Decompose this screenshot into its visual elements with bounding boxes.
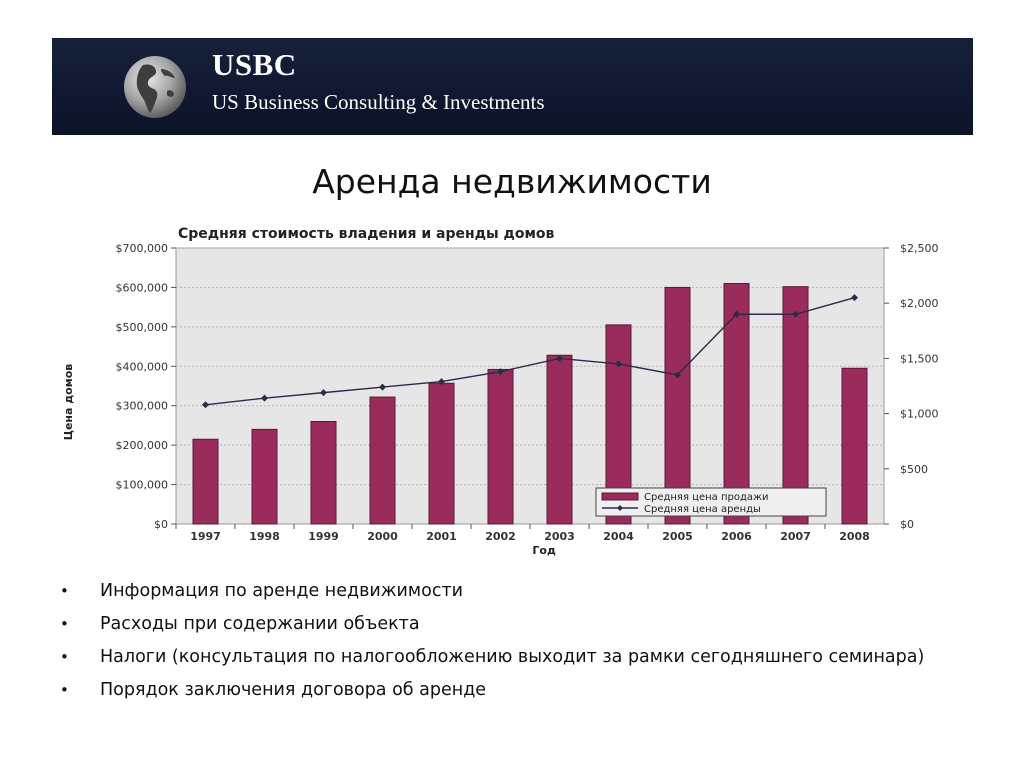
bullet-item: • Налоги (консультация по налогообложению… — [56, 644, 924, 677]
price-bar — [782, 286, 809, 525]
x-axis-label: Год — [532, 544, 556, 557]
left-tick-label: $500,000 — [116, 321, 169, 334]
price-bar — [251, 428, 278, 525]
rent-point — [733, 310, 740, 318]
price-bar — [192, 438, 219, 525]
bullet-text: Налоги (консультация по налогообложению … — [100, 647, 925, 667]
price-bar — [487, 368, 514, 525]
right-tick-label: $500 — [900, 463, 928, 476]
price-bar — [310, 420, 337, 525]
bullet-text: Информация по аренде недвижимости — [100, 581, 464, 601]
rent-point — [615, 360, 622, 368]
x-tick-label: 2005 — [662, 530, 693, 543]
bullet-list: • Информация по аренде недвижимости • Расхо… — [56, 578, 924, 710]
price-bar — [546, 354, 573, 525]
y-axis-label: Цена домов — [62, 364, 75, 441]
bullet-text: Расходы при содержании объекта — [100, 614, 420, 634]
x-tick-label: 2006 — [721, 530, 752, 543]
chart-title: Средняя стоимость владения и аренды домо… — [178, 226, 555, 242]
globe-icon — [124, 56, 186, 118]
legend-swatch-bar — [601, 492, 639, 501]
x-tick-label: 1999 — [308, 530, 339, 543]
x-tick-label: 2007 — [780, 530, 811, 543]
legend-swatch-marker — [617, 505, 623, 511]
slide-title: Аренда недвижимости — [312, 162, 712, 201]
left-tick-label: $300,000 — [116, 400, 169, 413]
right-tick-label: $2,000 — [900, 297, 939, 310]
left-tick-label: $100,000 — [116, 479, 169, 492]
legend-label-rent: Средняя цена аренды — [644, 504, 761, 515]
x-tick-label: 2000 — [367, 530, 398, 543]
price-bar — [841, 367, 868, 525]
brand-subtitle: US Business Consulting & Investments — [212, 90, 545, 114]
bullet-item: • Порядок заключения договора об аренде — [56, 677, 924, 710]
rent-point — [261, 394, 268, 402]
price-bar — [428, 382, 455, 525]
price-bar — [664, 286, 691, 525]
x-tick-label: 2002 — [485, 530, 516, 543]
legend-label-price: Средняя цена продажи — [644, 492, 769, 503]
bullet-dot: • — [60, 681, 69, 699]
rent-vs-price-chart: Средняя стоимость владения и аренды домо… — [62, 226, 939, 557]
rent-point — [320, 389, 327, 397]
rent-point — [379, 383, 386, 391]
left-tick-label: $200,000 — [116, 439, 169, 452]
rent-point — [792, 310, 799, 318]
right-tick-label: $0 — [900, 518, 914, 531]
left-tick-label: $700,000 — [116, 242, 169, 255]
rent-point — [202, 401, 209, 409]
bullet-dot: • — [60, 582, 69, 600]
rent-point — [497, 368, 504, 376]
price-bar — [369, 396, 396, 525]
rent-point — [438, 378, 445, 386]
plot-area — [175, 247, 885, 525]
rent-point — [674, 371, 681, 379]
bullet-text: Порядок заключения договора об аренде — [100, 680, 487, 700]
left-tick-label: $0 — [154, 518, 168, 531]
x-tick-label: 2003 — [544, 530, 575, 543]
left-tick-label: $600,000 — [116, 281, 169, 294]
rent-point — [556, 354, 563, 362]
rent-line — [205, 297, 855, 406]
header-banner: USBC US Business Consulting & Investment… — [52, 38, 973, 135]
x-tick-label: 2001 — [426, 530, 457, 543]
bullet-dot: • — [60, 648, 69, 666]
right-tick-label: $2,500 — [900, 242, 939, 255]
brand-name: USBC — [212, 47, 297, 82]
x-tick-label: 1998 — [249, 530, 280, 543]
x-tick-label: 1997 — [190, 530, 221, 543]
bullet-item: • Информация по аренде недвижимости — [56, 578, 924, 611]
rent-point — [851, 294, 858, 302]
left-tick-label: $400,000 — [116, 360, 169, 373]
right-tick-label: $1,500 — [900, 352, 939, 365]
right-tick-label: $1,000 — [900, 408, 939, 421]
x-tick-label: 2004 — [603, 530, 634, 543]
x-tick-label: 2008 — [839, 530, 870, 543]
bullet-dot: • — [60, 615, 69, 633]
bullet-item: • Расходы при содержании объекта — [56, 611, 924, 644]
